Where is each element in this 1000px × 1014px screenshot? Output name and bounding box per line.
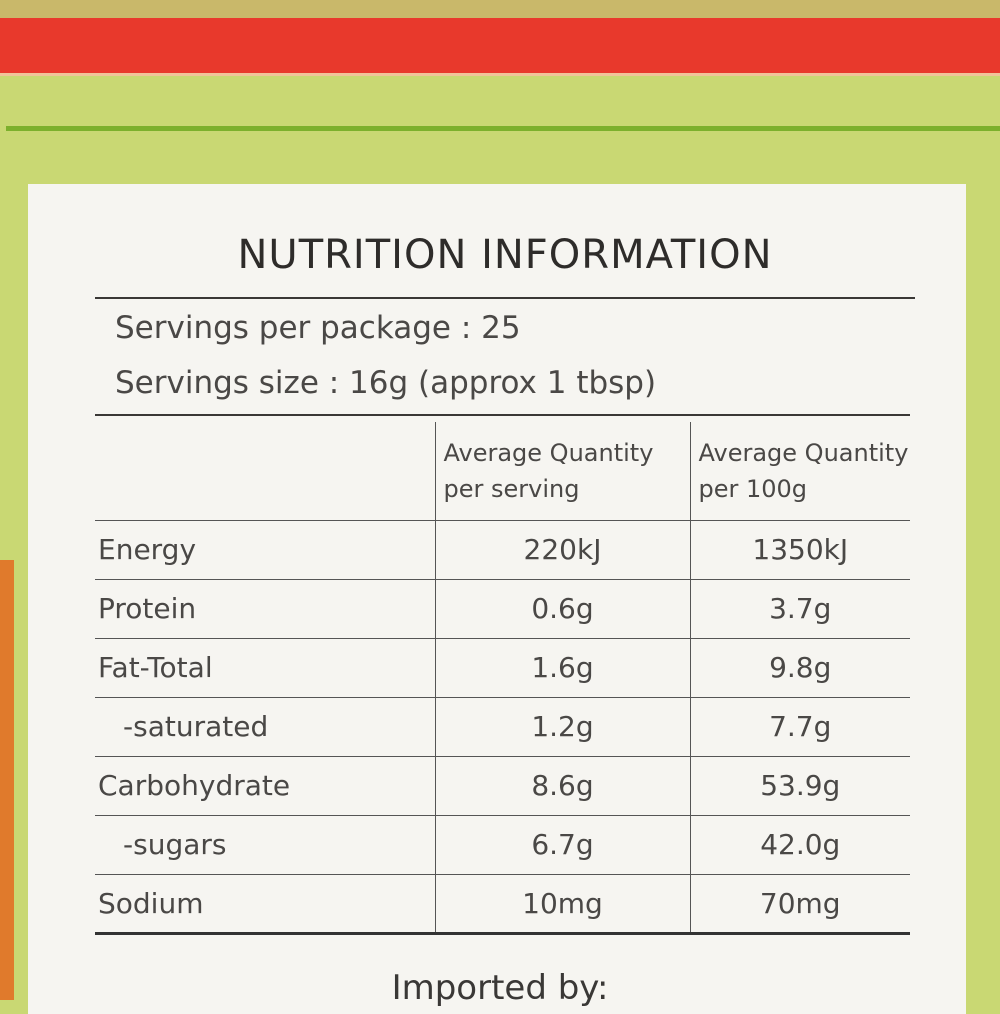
imported-by: Imported by: — [391, 968, 609, 1008]
servings-rule — [95, 414, 910, 416]
table-row: Protein 0.6g 3.7g — [95, 578, 910, 638]
table-row: Fat-Total 1.6g 9.8g — [95, 637, 910, 697]
header-per-100g: Average Quantity per 100g — [689, 422, 910, 520]
table-row: Sodium 10mg 70mg — [95, 873, 910, 935]
table-row: Carbohydrate 8.6g 53.9g — [95, 755, 910, 815]
table-header: Average Quantity per serving Average Quan… — [95, 422, 910, 520]
title-rule — [95, 297, 915, 299]
table-row: -sugars 6.7g 42.0g — [95, 814, 910, 874]
red-band — [0, 18, 1000, 76]
orange-edge — [0, 560, 14, 1000]
green-stripe — [6, 126, 1000, 131]
servings-per-package: Servings per package : 25 — [115, 310, 521, 346]
table-row: Energy 220kJ 1350kJ — [95, 519, 910, 579]
table-row: -saturated 1.2g 7.7g — [95, 696, 910, 756]
header-per-serving: Average Quantity per serving — [434, 422, 690, 520]
packaging-top — [0, 0, 1000, 18]
nutrition-table: Average Quantity per serving Average Quan… — [95, 422, 910, 935]
serving-size: Servings size : 16g (approx 1 tbsp) — [115, 365, 657, 401]
label-title: NUTRITION INFORMATION — [237, 232, 773, 278]
